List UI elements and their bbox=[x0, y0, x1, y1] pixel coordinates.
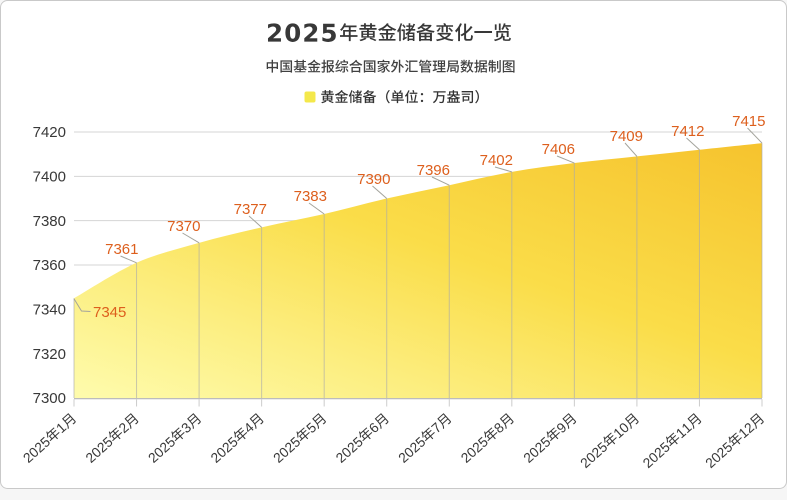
svg-text:7400: 7400 bbox=[33, 169, 66, 186]
svg-text:7412: 7412 bbox=[671, 123, 704, 140]
svg-text:7396: 7396 bbox=[417, 162, 450, 179]
svg-text:7300: 7300 bbox=[33, 390, 66, 407]
svg-text:7406: 7406 bbox=[542, 141, 575, 158]
svg-text:7340: 7340 bbox=[33, 302, 66, 319]
svg-text:7377: 7377 bbox=[234, 201, 267, 218]
svg-text:7360: 7360 bbox=[33, 257, 66, 274]
svg-text:7370: 7370 bbox=[167, 218, 200, 235]
svg-text:7420: 7420 bbox=[33, 124, 66, 141]
svg-text:7383: 7383 bbox=[294, 188, 327, 205]
svg-text:7415: 7415 bbox=[732, 113, 765, 130]
svg-text:7390: 7390 bbox=[357, 171, 390, 188]
svg-text:7345: 7345 bbox=[93, 304, 126, 321]
svg-text:7361: 7361 bbox=[105, 241, 138, 258]
svg-text:7320: 7320 bbox=[33, 346, 66, 363]
svg-text:7402: 7402 bbox=[480, 152, 513, 169]
svg-text:7409: 7409 bbox=[610, 128, 643, 145]
svg-text:7380: 7380 bbox=[33, 213, 66, 230]
